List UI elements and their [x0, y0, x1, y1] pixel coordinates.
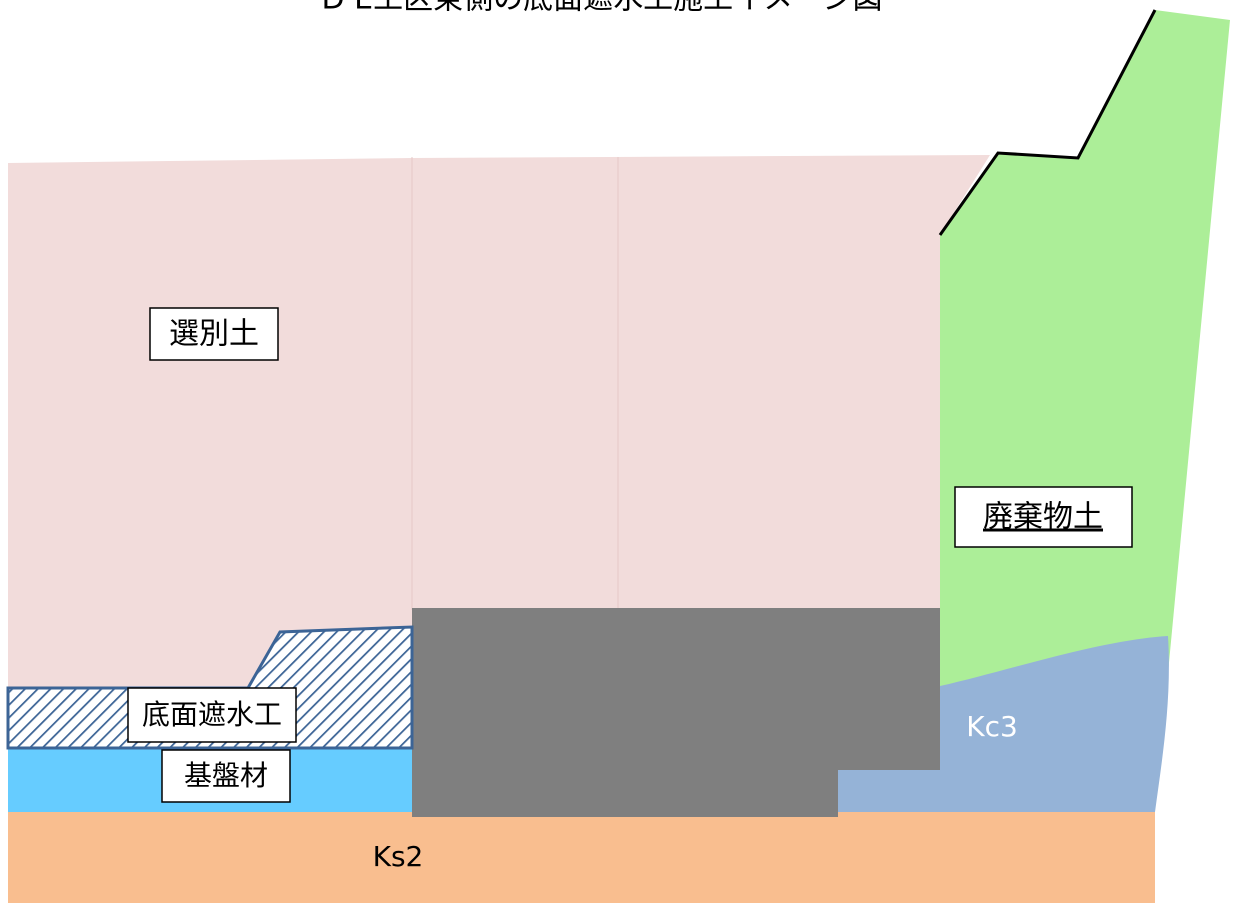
waste-soil-area: [940, 10, 1230, 810]
structure: [412, 608, 940, 770]
label: 廃棄物土: [983, 500, 1103, 535]
label-box: [161, 749, 291, 803]
label: Ks2: [373, 840, 424, 873]
label: Kc3: [966, 710, 1018, 743]
structure: [412, 760, 838, 817]
ground-line: [938, 9, 1157, 236]
label: 選別土: [169, 317, 259, 352]
label-box: [954, 486, 1133, 548]
title: D E工区東側の底面遮水工施工イメージ図: [322, 0, 883, 17]
selected-soil-area: [8, 155, 990, 690]
label: 底面遮水工: [142, 698, 282, 731]
label-box: [149, 307, 279, 361]
ks2-area: [8, 812, 1155, 903]
label-box: [127, 687, 297, 743]
label: 基盤材: [184, 759, 268, 792]
kc3-area: [838, 636, 1169, 817]
